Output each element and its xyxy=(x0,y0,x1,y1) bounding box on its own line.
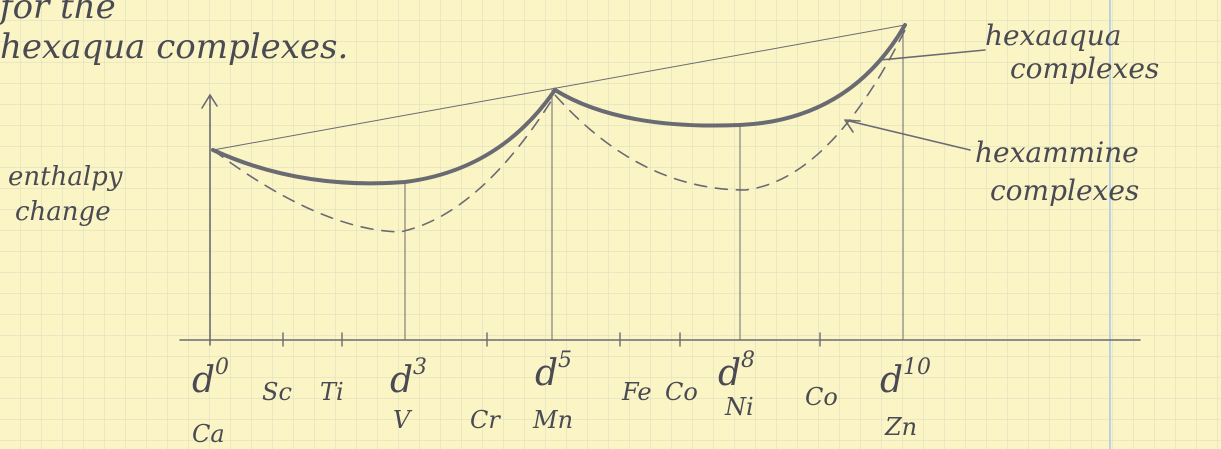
d-label: d5 xyxy=(535,348,572,394)
heading: for the xyxy=(0,0,116,27)
d-base: d xyxy=(880,360,903,401)
annotation: complexes xyxy=(990,174,1139,207)
element-label: Mn xyxy=(532,406,573,434)
element-label: Co xyxy=(665,378,698,406)
annotation: complexes xyxy=(1010,52,1159,85)
d-base: d xyxy=(535,353,558,394)
element-label: Fe xyxy=(621,378,652,406)
element-label: Ca xyxy=(192,420,225,448)
element-label: Zn xyxy=(884,413,917,441)
d-label: d0 xyxy=(192,355,229,401)
d-label: d8 xyxy=(718,348,755,394)
y-axis-label: change xyxy=(15,197,111,227)
d-sup: 0 xyxy=(215,355,229,380)
d-sup: 8 xyxy=(741,348,755,373)
heading: hexaqua complexes. xyxy=(0,27,348,67)
element-label: Ni xyxy=(724,393,754,421)
d-base: d xyxy=(718,353,741,394)
y-axis-label: enthalpy xyxy=(8,162,123,192)
d-sup: 3 xyxy=(413,355,427,380)
axes xyxy=(179,24,1141,347)
element-label: Cr xyxy=(470,406,501,434)
hexammine-curve xyxy=(212,29,906,233)
d-label: d3 xyxy=(390,355,427,401)
d-base: d xyxy=(390,360,413,401)
d-label: d10 xyxy=(880,355,931,401)
element-label: Sc xyxy=(262,378,292,406)
d-base: d xyxy=(192,360,215,401)
annotation: hexaaqua xyxy=(985,19,1121,52)
arrows xyxy=(844,49,986,151)
annotation: hexammine xyxy=(975,136,1139,169)
hexaaqua-curve xyxy=(211,23,907,186)
d-sup: 10 xyxy=(903,355,931,380)
element-label: Ti xyxy=(320,378,344,406)
element-label: V xyxy=(393,406,413,434)
element-label: Co xyxy=(805,383,838,411)
d-sup: 5 xyxy=(558,348,572,373)
